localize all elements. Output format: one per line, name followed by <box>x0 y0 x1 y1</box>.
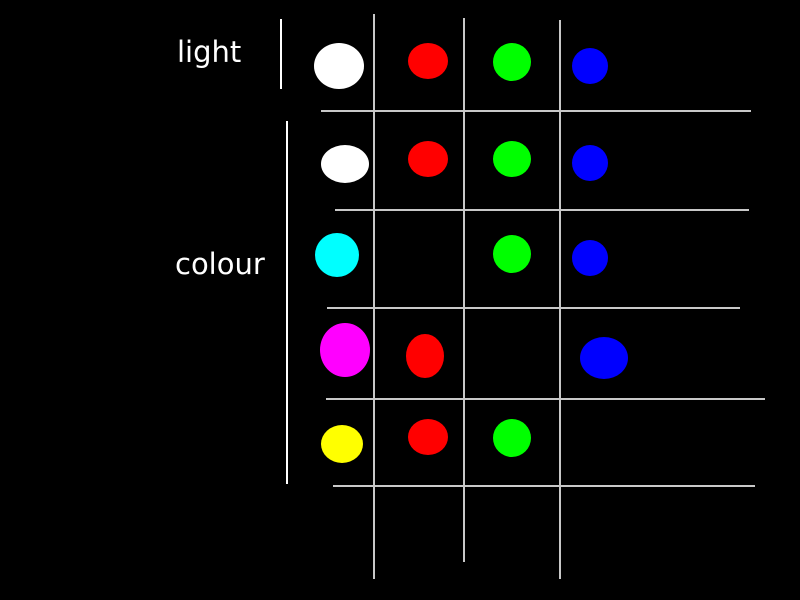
colour-dots <box>314 43 628 463</box>
green-dot <box>493 43 531 81</box>
green-dot <box>493 235 531 273</box>
green-dot <box>493 419 531 457</box>
red-dot <box>406 334 444 378</box>
colour-label: colour <box>175 247 265 281</box>
red-dot <box>408 141 448 177</box>
red-dot <box>408 419 448 455</box>
blue-dot <box>572 240 608 276</box>
green-dot <box>493 141 531 177</box>
light-label: light <box>177 35 242 69</box>
blue-dot <box>572 48 608 84</box>
red-dot <box>408 43 448 79</box>
cyan-dot <box>315 233 359 277</box>
yellow-dot <box>321 425 363 463</box>
grid-lines <box>321 14 765 579</box>
white-dot <box>314 43 364 89</box>
white-dot <box>321 145 369 183</box>
blue-dot <box>572 145 608 181</box>
blue-dot <box>580 337 628 379</box>
group-brackets <box>280 19 288 484</box>
magenta-dot <box>320 323 370 377</box>
